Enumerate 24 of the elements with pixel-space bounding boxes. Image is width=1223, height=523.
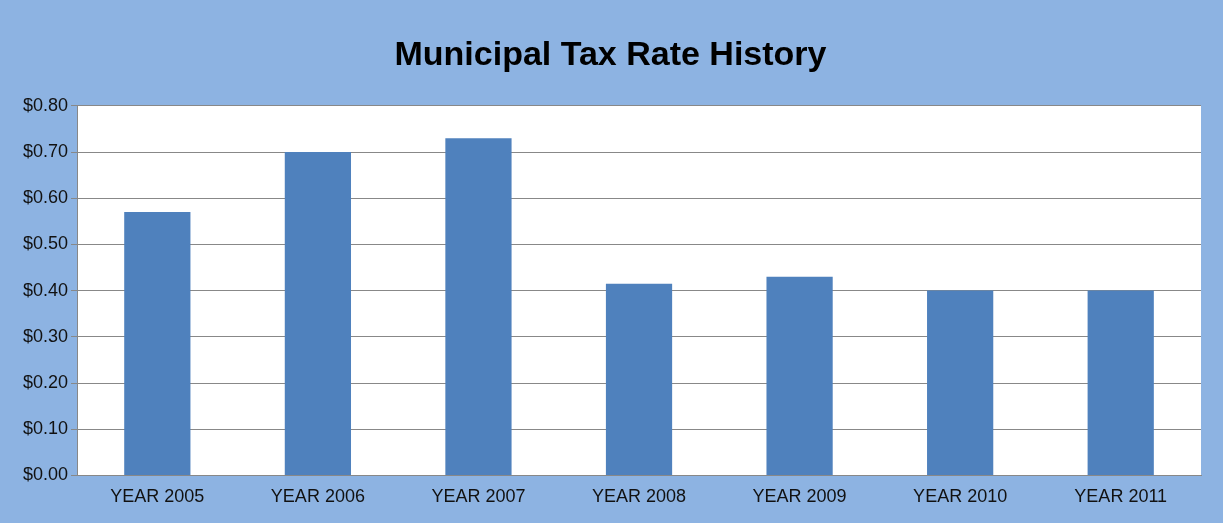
bar: [284, 152, 352, 475]
x-tick-label: YEAR 2007: [431, 486, 526, 507]
bar: [927, 290, 994, 475]
y-tick-label: $0.30: [23, 325, 69, 346]
x-tick-label: YEAR 2005: [110, 486, 205, 507]
y-tick-label: $0.50: [23, 233, 69, 254]
x-tick-label: YEAR 2010: [913, 486, 1008, 507]
y-tick-label: $0.60: [23, 187, 69, 208]
y-tick-label: $0.10: [23, 418, 69, 439]
bar: [605, 283, 673, 475]
x-tick-label: YEAR 2006: [270, 486, 365, 507]
x-tick-label: YEAR 2008: [591, 486, 687, 507]
y-tick-label: $0.70: [23, 140, 69, 161]
y-tick-label: $0.80: [23, 94, 69, 115]
bar: [1087, 290, 1154, 475]
x-tick-label: YEAR 2009: [752, 486, 847, 507]
bar: [445, 138, 512, 475]
bar: [766, 276, 833, 475]
bar: [124, 212, 191, 475]
y-tick-label: $0.20: [23, 371, 69, 392]
y-tick-label: $0.00: [23, 464, 69, 485]
y-tick-label: $0.40: [23, 279, 69, 300]
x-tick-label: YEAR 2011: [1074, 486, 1168, 507]
chart-title: Municipal Tax Rate History: [394, 33, 827, 72]
